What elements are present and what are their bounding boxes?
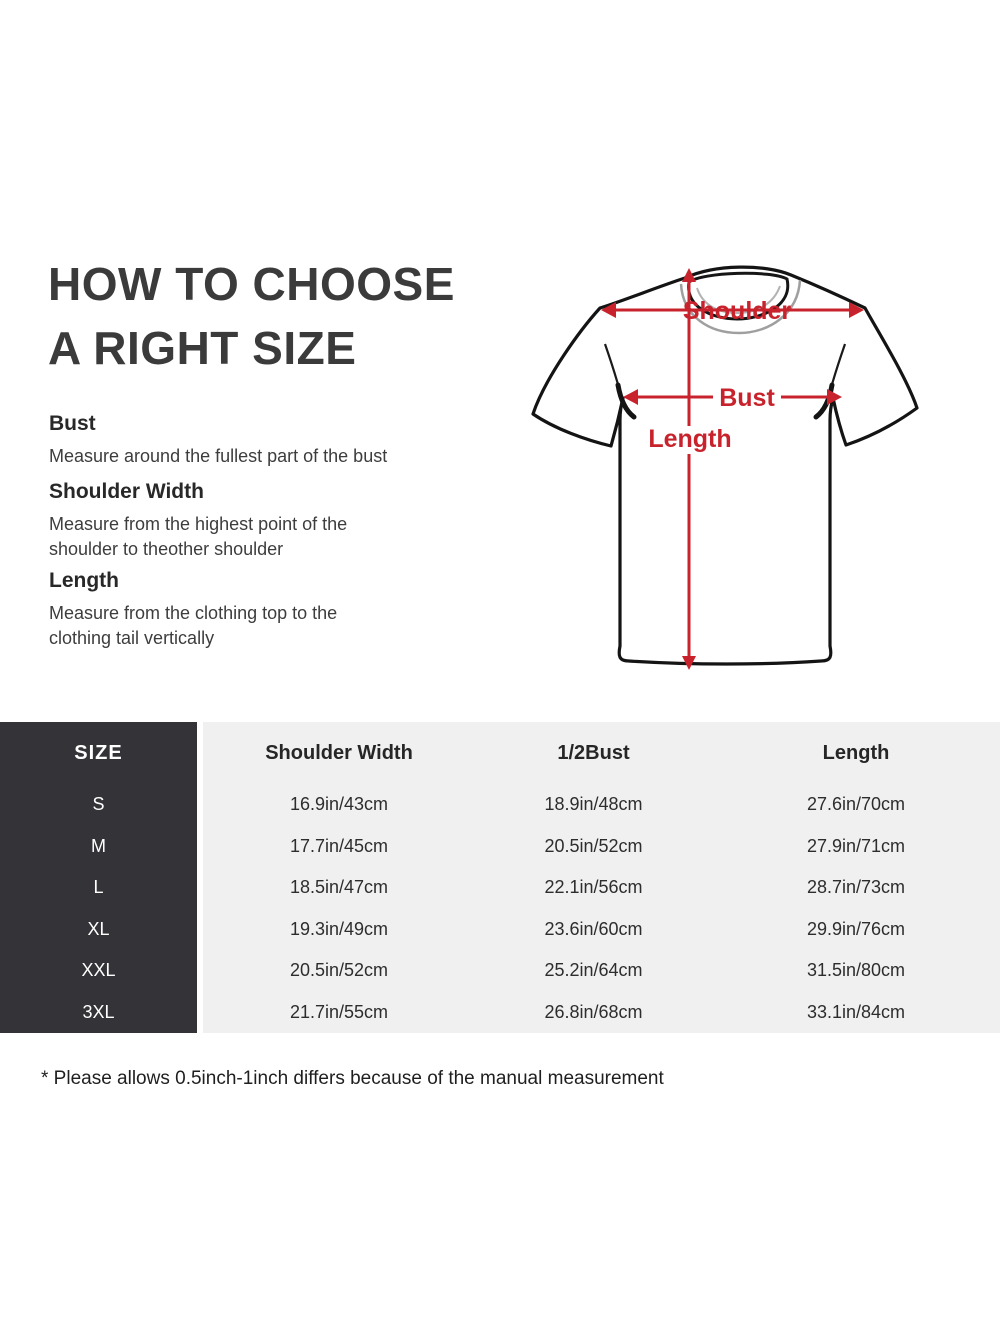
table-cell: 23.6in/60cm <box>475 908 712 950</box>
table-cell: 18.9in/48cm <box>475 784 712 826</box>
size-label: L <box>0 867 197 909</box>
size-table-header-row: SIZE Shoulder Width 1/2Bust Length <box>0 722 1000 784</box>
page-title-line1: HOW TO CHOOSE <box>48 258 455 310</box>
table-header-size: SIZE <box>0 722 197 784</box>
size-label: S <box>0 784 197 826</box>
tshirt-measurement-diagram: Shoulder Bust Length <box>515 248 935 678</box>
size-table: SIZE Shoulder Width 1/2Bust Length S 16.… <box>0 722 1000 1033</box>
guide-heading-shoulder-width: Shoulder Width <box>49 480 204 503</box>
guide-text-shoulder-width-line2: shoulder to theother shoulder <box>49 539 284 559</box>
shoulder-arrow <box>601 302 864 318</box>
left-armpit-shading <box>615 382 637 420</box>
guide-heading-bust: Bust <box>49 412 96 435</box>
size-label: XL <box>0 908 197 950</box>
table-header-halfbust: 1/2Bust <box>475 722 712 784</box>
table-cell: 17.7in/45cm <box>203 825 475 867</box>
bust-arrow <box>623 389 842 405</box>
size-label: XXL <box>0 950 197 992</box>
size-label: M <box>0 825 197 867</box>
measurement-disclaimer: * Please allows 0.5inch-1inch differs be… <box>41 1068 664 1089</box>
guide-section-bust: Bust Measure around the fullest part of … <box>49 412 499 469</box>
right-armpit-shading <box>813 382 835 420</box>
diagram-shoulder-label: Shoulder <box>683 297 792 325</box>
guide-text-length-line2: clothing tail vertically <box>49 628 215 648</box>
table-row-m: M 17.7in/45cm 20.5in/52cm 27.9in/71cm <box>0 825 1000 867</box>
guide-section-shoulder-width: Shoulder Width Measure from the highest … <box>49 480 499 562</box>
table-cell: 27.6in/70cm <box>712 784 1000 826</box>
length-arrow <box>682 268 696 670</box>
collar-inner-shadow <box>696 285 781 315</box>
table-header-shoulder: Shoulder Width <box>203 722 475 784</box>
table-header-length: Length <box>712 722 1000 784</box>
table-cell: 25.2in/64cm <box>475 950 712 992</box>
table-cell: 26.8in/68cm <box>475 991 712 1033</box>
diagram-length-label: Length <box>648 425 731 453</box>
table-cell: 27.9in/71cm <box>712 825 1000 867</box>
table-row-3xl: 3XL 21.7in/55cm 26.8in/68cm 33.1in/84cm <box>0 991 1000 1033</box>
guide-heading-length: Length <box>49 569 119 592</box>
table-cell: 22.1in/56cm <box>475 867 712 909</box>
tshirt-diagram-svg: Shoulder Bust Length <box>531 265 919 670</box>
table-cell: 28.7in/73cm <box>712 867 1000 909</box>
table-row-xxl: XXL 20.5in/52cm 25.2in/64cm 31.5in/80cm <box>0 950 1000 992</box>
table-cell: 20.5in/52cm <box>475 825 712 867</box>
table-cell: 33.1in/84cm <box>712 991 1000 1033</box>
guide-text-shoulder-width-line1: Measure from the highest point of the <box>49 514 348 534</box>
page-title-line2: A RIGHT SIZE <box>48 322 357 374</box>
table-row-l: L 18.5in/47cm 22.1in/56cm 28.7in/73cm <box>0 867 1000 909</box>
table-cell: 16.9in/43cm <box>203 784 475 826</box>
table-cell: 18.5in/47cm <box>203 867 475 909</box>
guide-text-length-line1: Measure from the clothing top to the <box>49 603 338 623</box>
size-label: 3XL <box>0 991 197 1033</box>
table-cell: 29.9in/76cm <box>712 908 1000 950</box>
table-cell: 31.5in/80cm <box>712 950 1000 992</box>
page-title: HOW TO CHOOSE A RIGHT SIZE <box>48 252 455 380</box>
table-cell: 21.7in/55cm <box>203 991 475 1033</box>
table-cell: 19.3in/49cm <box>203 908 475 950</box>
guide-section-length: Length Measure from the clothing top to … <box>49 569 499 651</box>
table-row-s: S 16.9in/43cm 18.9in/48cm 27.6in/70cm <box>0 784 1000 826</box>
tshirt-outline <box>531 265 919 666</box>
table-row-xl: XL 19.3in/49cm 23.6in/60cm 29.9in/76cm <box>0 908 1000 950</box>
guide-text-bust: Measure around the fullest part of the b… <box>49 446 388 466</box>
diagram-bust-label: Bust <box>719 384 775 412</box>
table-cell: 20.5in/52cm <box>203 950 475 992</box>
